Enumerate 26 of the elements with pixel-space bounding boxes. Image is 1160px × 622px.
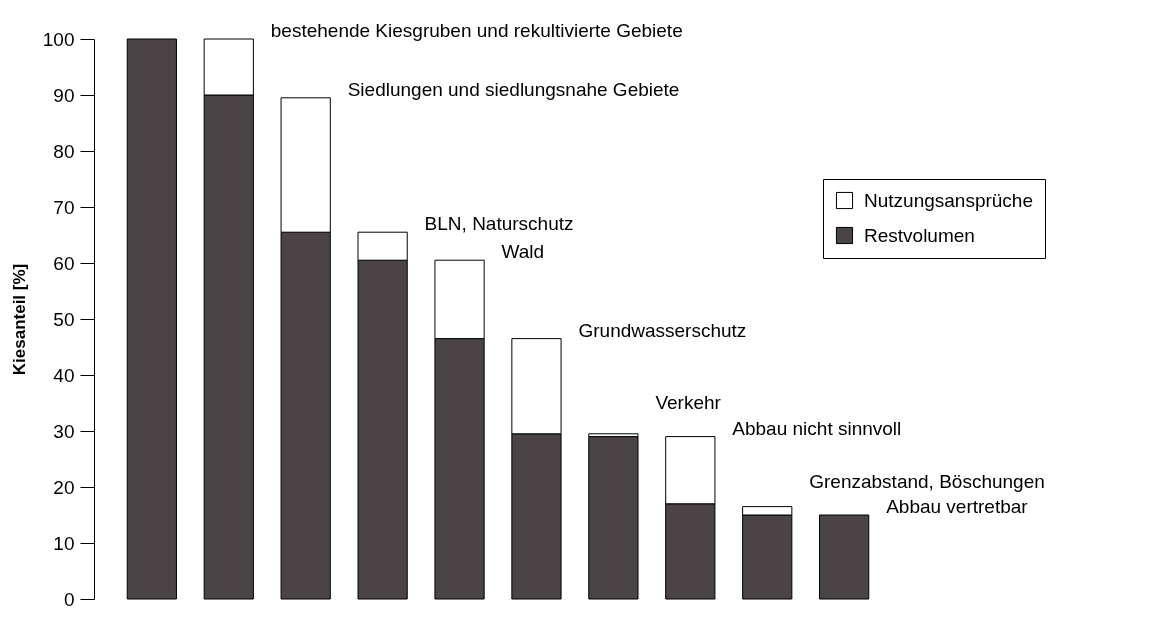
y-tick-label: 20: [53, 476, 75, 498]
bar: [588, 436, 639, 600]
text: Abbau vertretbar: [886, 496, 1029, 517]
y-tick-label: 10: [53, 532, 75, 554]
y-axis-title: Kiesanteil [%]: [9, 263, 29, 376]
y-tick-label: 100: [42, 28, 75, 50]
annotation: Verkehr: [655, 392, 722, 414]
legend-label: Restvolumen: [864, 224, 975, 246]
y-tick-label: 80: [53, 140, 75, 162]
annotation: bestehende Kiesgruben und rekultivierte Gebiete: [270, 20, 683, 41]
annotation: Siedlungen und siedlungsnahe Gebiete: [347, 78, 680, 100]
bar: [126, 38, 177, 600]
annotation: Abbau nicht sinnvoll: [732, 417, 902, 439]
y-tick-label: 40: [53, 364, 75, 386]
annotation: Wald: [501, 241, 545, 263]
y-tick-label: 50: [53, 308, 75, 330]
bar: [819, 514, 870, 600]
y-tick-label: 70: [53, 196, 75, 218]
annotation: BLN, Naturschutz: [424, 213, 574, 235]
y-tick-label: 0: [63, 588, 75, 610]
y-tick-label: 60: [53, 252, 75, 274]
legend-label: Nutzungsansprüche: [864, 189, 1033, 211]
y-tick-label: 30: [53, 420, 75, 442]
annotation: Grundwasserschutz: [578, 319, 747, 341]
annotation: Grenzabstand, Böschungen: [809, 470, 1045, 492]
y-tick-label: 90: [53, 84, 75, 106]
